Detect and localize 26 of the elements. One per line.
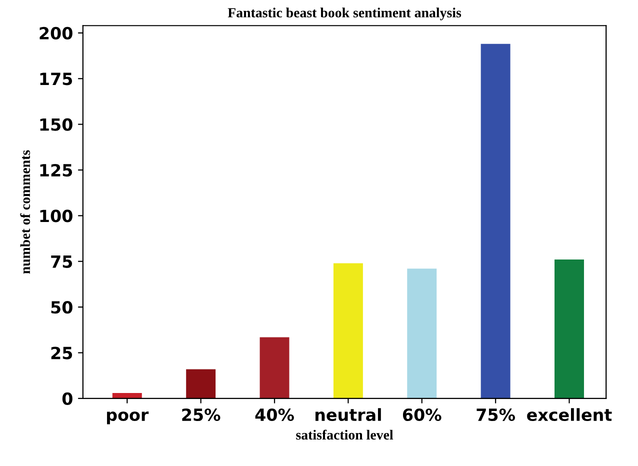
bar — [260, 337, 290, 398]
x-tick-label: neutral — [316, 408, 381, 422]
y-tick-label: 100 — [40, 210, 72, 222]
y-tick-label: 75 — [51, 256, 72, 268]
x-tick-label: 75% — [476, 408, 515, 422]
x-tick-label: 40% — [255, 408, 294, 422]
y-tick-label: 25 — [51, 346, 72, 360]
y-tick-label: 0 — [62, 392, 72, 405]
y-tick-label: 150 — [40, 118, 72, 131]
y-tick-label: 125 — [40, 164, 72, 177]
chart-title: Fantastic beast book sentiment analysis — [228, 8, 462, 20]
y-tick-label: 200 — [40, 26, 72, 40]
y-tick-label: 50 — [51, 301, 72, 314]
bar — [407, 268, 437, 398]
x-tick-label: excellent — [527, 408, 612, 422]
x-tick-label: 60% — [402, 408, 442, 422]
y-tick-label: 175 — [40, 72, 72, 86]
bar — [333, 263, 363, 398]
x-tick-label: 25% — [182, 408, 220, 422]
bar — [480, 44, 510, 398]
y-axis-title: numbet of comments — [20, 150, 30, 274]
bar — [554, 260, 584, 398]
x-axis-title: satisfaction level — [296, 430, 394, 440]
bar — [186, 369, 216, 398]
x-tick-label: poor — [107, 411, 149, 424]
bar — [112, 392, 142, 398]
